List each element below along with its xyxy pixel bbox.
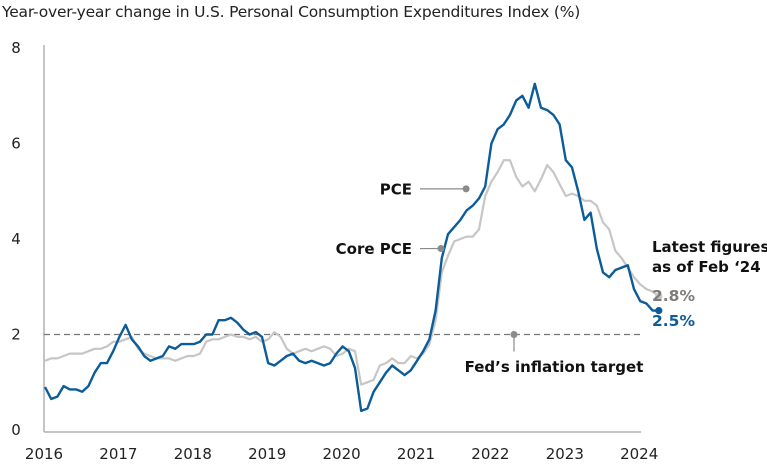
latest-heading-line2: as of Feb ‘24: [652, 258, 761, 276]
fed-target-label: Fed’s inflation target: [465, 358, 644, 376]
core-pce-annotation-label: Core PCE: [336, 240, 412, 258]
x-tick-label: 2019: [248, 445, 286, 463]
x-tick-label: 2021: [397, 445, 435, 463]
x-tick-label: 2020: [323, 445, 361, 463]
y-tick-label: 4: [11, 230, 21, 248]
pce-line: [43, 82, 659, 413]
pce-annotation-dot: [462, 185, 470, 193]
x-tick-label: 2018: [174, 445, 212, 463]
y-tick-label: 0: [11, 421, 21, 439]
latest-core-pce-value: 2.8%: [652, 287, 695, 305]
x-tick-label: 2022: [471, 445, 509, 463]
x-tick-label: 2024: [620, 445, 658, 463]
latest-heading-line1: Latest figures: [652, 238, 767, 256]
pce-annotation-label: PCE: [380, 180, 412, 198]
x-tick-label: 2016: [25, 445, 63, 463]
y-axis-ticks: 0 2 4 6 8: [11, 39, 21, 439]
y-tick-label: 8: [11, 39, 21, 57]
x-axis-ticks: 2016 2017 2018 2019 2020 2021 2022 2023 2024: [25, 445, 658, 463]
data-points: [655, 292, 663, 315]
x-tick-label: 2017: [99, 445, 137, 463]
core-pce-latest-dot: [655, 292, 663, 300]
chart-title: Year-over-year change in U.S. Personal C…: [1, 3, 580, 21]
core-pce-annotation-dot: [437, 245, 445, 253]
fed-target-annotation-dot: [510, 331, 518, 338]
y-tick-label: 2: [11, 326, 21, 344]
pce-latest-dot: [655, 307, 663, 315]
y-tick-label: 6: [11, 135, 21, 153]
x-tick-label: 2023: [546, 445, 584, 463]
latest-pce-value: 2.5%: [652, 312, 695, 330]
core-pce-line: [44, 159, 660, 386]
